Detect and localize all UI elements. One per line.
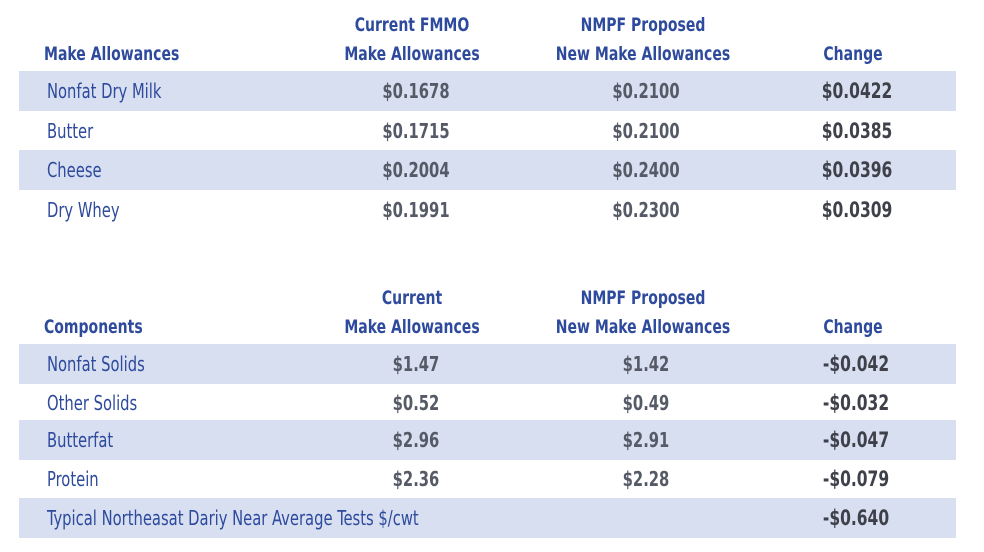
proposed-value: $2.28	[622, 467, 670, 491]
change-value: -$0.042	[822, 352, 890, 376]
current-header: Current Make Allowances	[330, 284, 494, 342]
row-label: Butter	[47, 119, 94, 143]
table-row: Nonfat Dry Milk $0.1678 $0.2100 $0.0422	[19, 71, 956, 111]
total-label: Typical Northeasat Dariy Near Average Te…	[47, 506, 419, 530]
current-value: $0.1678	[382, 79, 450, 103]
change-header: Change	[823, 316, 883, 338]
row-label: Protein	[47, 467, 99, 491]
change-value: -$0.047	[822, 428, 890, 452]
header-line: Current	[381, 287, 443, 309]
proposed-value: $2.91	[622, 428, 670, 452]
row-label: Nonfat Dry Milk	[47, 79, 162, 103]
header-line: NMPF Proposed	[580, 14, 706, 36]
table-row: Protein $2.36 $2.28 -$0.079	[19, 459, 956, 499]
proposed-value: $0.2100	[612, 79, 680, 103]
current-value: $0.2004	[382, 158, 450, 182]
table-row: Butterfat $2.96 $2.91 -$0.047	[19, 420, 956, 460]
proposed-value: $1.42	[622, 352, 670, 376]
proposed-value: $0.2300	[612, 198, 680, 222]
change-value: -$0.079	[822, 467, 890, 491]
table-row: Dry Whey $0.1991 $0.2300 $0.0309	[19, 190, 956, 230]
current-value: $2.96	[392, 428, 440, 452]
make-allowances-header: Make Allowances	[44, 43, 180, 65]
nmpf-proposed-header: NMPF Proposed New Make Allowances	[536, 11, 749, 69]
header-line: NMPF Proposed	[580, 287, 706, 309]
header-line: Current FMMO	[354, 14, 470, 36]
header-line: Make Allowances	[344, 43, 480, 65]
current-fmmo-header: Current FMMO Make Allowances	[330, 11, 494, 69]
total-row: Typical Northeasat Dariy Near Average Te…	[19, 498, 956, 538]
change-value: -$0.032	[822, 391, 890, 415]
current-value: $0.52	[392, 391, 440, 415]
current-value: $1.47	[392, 352, 440, 376]
current-value: $0.1991	[382, 198, 450, 222]
change-value: $0.0309	[821, 198, 893, 222]
proposed-value: $0.49	[622, 391, 670, 415]
row-label: Cheese	[47, 158, 102, 182]
components-header: Components	[44, 316, 143, 338]
current-value: $0.1715	[382, 119, 450, 143]
change-value: $0.0422	[821, 79, 893, 103]
header-line: New Make Allowances	[555, 316, 731, 338]
header-line: New Make Allowances	[555, 43, 731, 65]
header-line: Make Allowances	[344, 316, 480, 338]
proposed-value: $0.2400	[612, 158, 680, 182]
row-label: Other Solids	[47, 391, 138, 415]
change-header: Change	[823, 43, 883, 65]
proposed-value: $0.2100	[612, 119, 680, 143]
row-label: Nonfat Solids	[47, 352, 145, 376]
total-change-value: -$0.640	[822, 506, 890, 530]
change-value: $0.0385	[821, 119, 893, 143]
table-row: Nonfat Solids $1.47 $1.42 -$0.042	[19, 344, 956, 384]
current-value: $2.36	[392, 467, 440, 491]
table-row: Other Solids $0.52 $0.49 -$0.032	[19, 383, 956, 423]
change-value: $0.0396	[821, 158, 893, 182]
table-row: Cheese $0.2004 $0.2400 $0.0396	[19, 150, 956, 190]
row-label: Butterfat	[47, 428, 114, 452]
row-label: Dry Whey	[47, 198, 120, 222]
nmpf-proposed-header: NMPF Proposed New Make Allowances	[536, 284, 749, 342]
table-row: Butter $0.1715 $0.2100 $0.0385	[19, 111, 956, 151]
